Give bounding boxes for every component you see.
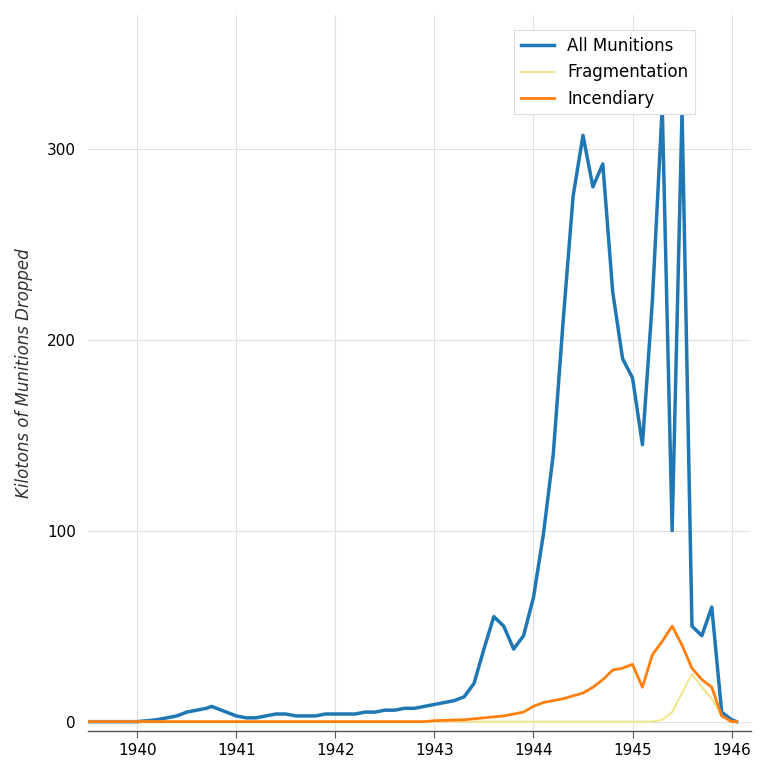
Incendiary — [578, 689, 588, 698]
Line: Fragmentation: Fragmentation — [88, 674, 737, 722]
Fragmentation — [687, 669, 697, 679]
Fragmentation — [732, 717, 741, 727]
Incendiary — [727, 717, 737, 727]
Incendiary — [598, 675, 607, 684]
Incendiary — [459, 715, 468, 724]
Incendiary — [380, 717, 389, 727]
Incendiary — [687, 663, 697, 673]
All Munitions — [291, 711, 300, 720]
All Munitions — [732, 717, 741, 727]
Incendiary — [281, 717, 290, 727]
Incendiary — [123, 717, 132, 727]
Fragmentation — [608, 717, 617, 727]
Fragmentation — [717, 711, 727, 720]
Incendiary — [212, 717, 221, 727]
Incendiary — [588, 683, 598, 692]
All Munitions — [83, 717, 92, 727]
Incendiary — [331, 717, 340, 727]
All Munitions — [657, 102, 667, 111]
All Munitions — [152, 715, 161, 724]
Legend: All Munitions, Fragmentation, Incendiary: All Munitions, Fragmentation, Incendiary — [514, 30, 695, 114]
Incendiary — [499, 711, 508, 720]
Incendiary — [647, 650, 657, 659]
Line: All Munitions: All Munitions — [88, 107, 737, 722]
Incendiary — [430, 716, 439, 725]
Incendiary — [618, 663, 627, 673]
Incendiary — [232, 717, 241, 727]
Incendiary — [519, 707, 528, 717]
Fragmentation — [618, 717, 627, 727]
Fragmentation — [83, 717, 92, 727]
Fragmentation — [697, 683, 707, 692]
All Munitions — [370, 707, 379, 717]
Incendiary — [707, 683, 717, 692]
Incendiary — [628, 659, 637, 669]
Fragmentation — [331, 717, 340, 727]
Incendiary — [608, 666, 617, 675]
All Munitions — [598, 159, 607, 169]
Incendiary — [539, 698, 548, 707]
Incendiary — [529, 702, 538, 711]
Incendiary — [83, 717, 92, 727]
All Munitions — [251, 713, 260, 723]
Incendiary — [732, 717, 741, 727]
Line: Incendiary: Incendiary — [88, 626, 737, 722]
Incendiary — [222, 717, 231, 727]
Incendiary — [558, 694, 568, 703]
Fragmentation — [578, 717, 588, 727]
Y-axis label: Kilotons of Munitions Dropped: Kilotons of Munitions Dropped — [15, 248, 33, 498]
Incendiary — [103, 717, 112, 727]
Fragmentation — [707, 694, 717, 703]
All Munitions — [697, 631, 707, 640]
Fragmentation — [133, 717, 142, 727]
Fragmentation — [657, 715, 667, 724]
Fragmentation — [667, 707, 677, 717]
Incendiary — [717, 711, 727, 720]
Fragmentation — [529, 717, 538, 727]
Incendiary — [182, 717, 191, 727]
Incendiary — [667, 621, 677, 631]
Incendiary — [420, 717, 429, 727]
Fragmentation — [628, 717, 637, 727]
Fragmentation — [232, 717, 241, 727]
Fragmentation — [479, 717, 488, 727]
Fragmentation — [647, 717, 657, 727]
Incendiary — [677, 641, 687, 650]
Incendiary — [637, 683, 647, 692]
Incendiary — [657, 637, 667, 646]
Incendiary — [479, 713, 488, 723]
Fragmentation — [677, 689, 687, 698]
Fragmentation — [727, 717, 737, 727]
Incendiary — [697, 675, 707, 684]
Incendiary — [133, 717, 142, 727]
Incendiary — [321, 717, 330, 727]
Fragmentation — [430, 717, 439, 727]
Fragmentation — [637, 717, 647, 727]
